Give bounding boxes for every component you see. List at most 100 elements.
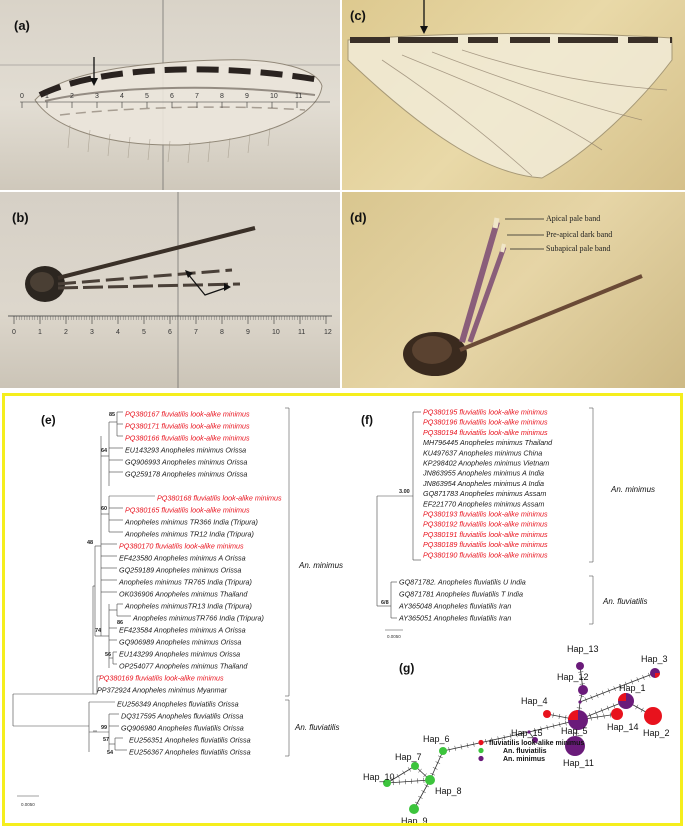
tree-e-bootstrap: 74: [95, 628, 102, 634]
haplotype-label: Hap_10: [363, 772, 395, 782]
mutation-tick: [402, 770, 406, 776]
tree-e-tip-label: EU143293 Anopheles minimus Orissa: [125, 446, 246, 455]
tree-f-tip-label: EF221770 Anopheles minimus Assam: [423, 499, 544, 508]
annotation-subapical-pale-band: Subapical pale band: [546, 244, 611, 253]
phylogeny-network-region: (e) (f) (g): [2, 393, 683, 826]
haplotype-pie-slice: [655, 673, 660, 678]
haplotype-label: Hap_1: [619, 683, 646, 693]
tree-f-tip-label: PQ380192 fluviatilis look-alike minimus: [423, 520, 548, 529]
panel-label-f: (f): [361, 413, 373, 427]
haplotype-node: [439, 747, 447, 755]
ruler-a-tick-label: 10: [270, 93, 278, 100]
mutation-tick: [391, 777, 395, 782]
tree-e-clade-label: An. minimus: [298, 561, 343, 570]
mutation-tick: [590, 715, 592, 721]
tree-e-tip-label: Anopheles minimus TR765 India (Tripura): [118, 578, 252, 587]
tree-e-scale-label: 0.0050: [21, 802, 35, 807]
haplotype-edge: [413, 779, 431, 810]
ruler-a-tick-label: 0: [20, 93, 24, 100]
ruler-b-tick-label: 7: [194, 329, 198, 336]
tree-e-bootstrap: 85: [109, 412, 115, 418]
ruler-a-tick-label: 2: [70, 93, 74, 100]
tree-f-clade-brackets: [589, 407, 594, 625]
ruler-b-tick-label: 0: [12, 329, 16, 336]
mutation-tick: [630, 679, 634, 685]
mutation-tick: [640, 707, 644, 713]
tree-f-tip-label: PQ380194 fluviatilis look-alike minimus: [423, 428, 548, 437]
tree-f-bootstrap: 3.00: [399, 489, 410, 495]
mutation-tick: [503, 734, 506, 740]
tree-e-tip-label: GQ259189 Anopheles minimus Orissa: [119, 566, 241, 575]
mutation-tick: [584, 697, 587, 703]
ruler-b-tick-label: 8: [220, 329, 224, 336]
mutation-tick: [432, 767, 438, 770]
haplotype-node: [425, 775, 435, 785]
tree-e-tip-label: DQ317595 Anopheles fluviatilis Orissa: [121, 712, 243, 721]
ruler-a-tick-label: 3: [95, 93, 99, 100]
haplotype-label: Hap_13: [567, 644, 599, 654]
mutation-tick: [418, 768, 422, 773]
ruler-a-tick-label: 6: [170, 93, 174, 100]
haplotype-label: Hap_4: [521, 696, 548, 706]
panel-label-d: (d): [350, 210, 367, 225]
mutation-tick: [594, 710, 598, 716]
haplotype-edge: [386, 765, 416, 784]
mutation-tick: [423, 773, 427, 778]
wing-illustration-c: [347, 0, 673, 179]
haplotype-node: [578, 685, 588, 695]
haplotype-edge: [429, 750, 444, 781]
tree-e-bootstrap: 56: [105, 652, 111, 658]
tree-f-clade-label: An. minimus: [610, 485, 655, 494]
mutation-tick: [607, 688, 610, 694]
legend-swatch: [478, 755, 484, 762]
ruler-b-tick-label: 4: [116, 329, 120, 336]
haplotype-pie-slice: [618, 693, 626, 701]
mutation-tick: [491, 737, 493, 743]
mutation-tick: [578, 671, 584, 673]
mutation-tick: [552, 723, 555, 729]
mutation-tick: [648, 672, 651, 678]
mutation-tick: [558, 713, 561, 719]
haplotype-edge: [386, 779, 431, 784]
panel-label-g: (g): [399, 661, 414, 675]
tree-f-tip-label: PQ380191 fluviatilis look-alike minimus: [423, 530, 548, 539]
tree-f-tip-label: AY365048 Anopheles fluviatilis Iran: [398, 602, 511, 611]
ruler-a-tick-label: 8: [220, 93, 224, 100]
tree-f-tip-label: KU497637 Anopheles minimus China: [423, 448, 542, 457]
mutation-tick: [509, 733, 512, 739]
tree-e-tip-label: PQ380166 fluviatilis look-alike minimus: [125, 434, 250, 443]
mutation-tick: [573, 732, 580, 734]
tree-e-tip-label: GQ906989 Anopheles minimus Orissa: [119, 638, 241, 647]
panel-label-a: (a): [14, 18, 30, 33]
mutation-tick: [430, 772, 435, 776]
tree-e-tip-label: OP254077 Anopheles minimus Thailand: [119, 662, 248, 671]
mutation-tick: [612, 703, 616, 709]
palp-photo-panel-b: 0 1 2 3 4 5 6 7 8 9 10 11 12 (b): [0, 192, 340, 388]
tree-e-tip-label: Anopheles minimus TR12 India (Tripura): [124, 530, 254, 539]
mutation-tick: [564, 720, 567, 726]
ruler-a-tick-label: 5: [145, 93, 149, 100]
tree-e-tip-label: EU256349 Anopheles fluviatilis Orissa: [117, 700, 239, 709]
tree-f-bootstrap: 6/8: [381, 600, 389, 606]
haplotype-label: Hap_6: [423, 734, 450, 744]
ruler-b: 0 1 2 3 4 5 6 7 8 9 10 11 12: [12, 316, 332, 336]
legend-label: fluviatilis look-alike minimus: [489, 740, 584, 747]
panel-label-c: (c): [350, 8, 366, 23]
ruler-b-tick-label: 2: [64, 329, 68, 336]
mutation-tick: [564, 715, 567, 721]
mutation-tick: [600, 708, 604, 713]
legend-swatch: [478, 747, 484, 754]
mutation-tick: [546, 725, 549, 730]
legend-label: An. fluviatilis: [503, 748, 547, 755]
tree-e-tip-label: Anopheles minimusTR766 India (Tripura): [132, 614, 264, 623]
mutation-tick: [515, 732, 518, 738]
ruler-b-tick-label: 12: [324, 329, 332, 336]
tree-e-tip-label: PQ380167 fluviatilis look-alike minimus: [125, 410, 250, 419]
mutation-tick: [438, 755, 443, 759]
mutation-tick: [579, 695, 584, 697]
tree-f-tip-label: KP298402 Anopheles minimus Vietnam: [423, 459, 549, 468]
tree-e-tip-label: GQ906993 Anopheles minimus Orissa: [125, 458, 247, 467]
palp-illustration-b: 0 1 2 3 4 5 6 7 8 9 10 11 12: [8, 192, 332, 388]
palp-photo-panel-d: (d) Apical pale band Pre-apical dark ban…: [342, 192, 685, 388]
tree-f-tip-label: MH796445 Anopheles minimus Thailand: [423, 438, 553, 447]
